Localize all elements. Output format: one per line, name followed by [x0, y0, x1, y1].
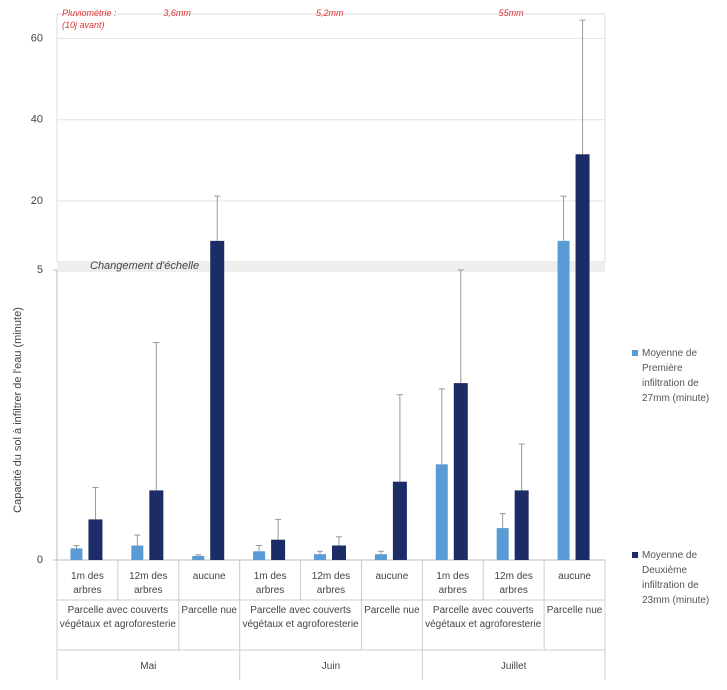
bar [374, 554, 387, 560]
bar [332, 545, 346, 560]
bar [435, 464, 448, 560]
x-tick-label: 12m des arbres [494, 571, 533, 596]
x-tick-label: aucune [192, 571, 226, 582]
x-tick-label: aucune [558, 571, 591, 582]
y-tick-label: 40 [31, 114, 43, 126]
y-tick-label: 60 [31, 32, 43, 44]
bar [70, 548, 83, 560]
bar [131, 545, 144, 560]
y-tick-label: 5 [37, 264, 43, 276]
x-tick-label: 1m des arbres [436, 571, 470, 596]
group-label: Parcelle nue [181, 605, 237, 616]
bar [271, 539, 286, 560]
bar [496, 528, 509, 560]
bar [453, 383, 468, 560]
bar [88, 519, 103, 560]
month-label: Juillet [500, 661, 527, 672]
x-tick-label: 12m des arbres [129, 571, 168, 596]
bar [210, 240, 225, 560]
month-label: Juin [321, 661, 341, 672]
bar [192, 555, 205, 560]
scale-break-band [57, 262, 605, 272]
bar [314, 554, 326, 560]
legend-swatch [632, 552, 638, 558]
group-label: Parcelle avec couverts végétaux et agrof… [59, 605, 176, 630]
bar [392, 481, 407, 560]
group-label: Parcelle nue [546, 605, 603, 616]
y-tick-label: 20 [31, 195, 43, 207]
x-tick-label: 1m des arbres [253, 571, 287, 596]
x-tick-label: 12m des arbres [311, 571, 351, 596]
bar [514, 490, 529, 560]
month-label: Mai [140, 661, 157, 672]
plot-frame-upper [56, 13, 606, 263]
legend-label: Moyenne de Deuxième infiltration de 23mm… [642, 550, 710, 606]
group-label: Parcelle avec couverts végétaux et agrof… [242, 605, 359, 630]
bar [149, 490, 164, 560]
break-label: Changement d'échelle [90, 260, 199, 272]
bar [557, 240, 570, 560]
rainfall-value: 55mm [498, 8, 524, 18]
legend-label: Moyenne de Première infiltration de 27mm… [642, 348, 710, 404]
y-tick-label: 0 [37, 554, 43, 566]
rainfall-label: Pluviométrie : [62, 8, 117, 18]
legend-swatch [632, 350, 638, 356]
group-label: Parcelle nue [364, 605, 420, 616]
bar [575, 154, 590, 560]
y-axis-title: Capacité du sol à infiltrer de l'eau (mi… [12, 307, 24, 513]
rainfall-label: (10j avant) [62, 20, 105, 30]
bar [253, 551, 266, 560]
x-tick-label: 1m des arbres [71, 571, 104, 596]
x-tick-label: aucune [375, 571, 409, 582]
group-label: Parcelle avec couverts végétaux et agrof… [425, 605, 542, 630]
rainfall-value: 5,2mm [316, 8, 344, 18]
rainfall-value: 3,6mm [163, 8, 191, 18]
